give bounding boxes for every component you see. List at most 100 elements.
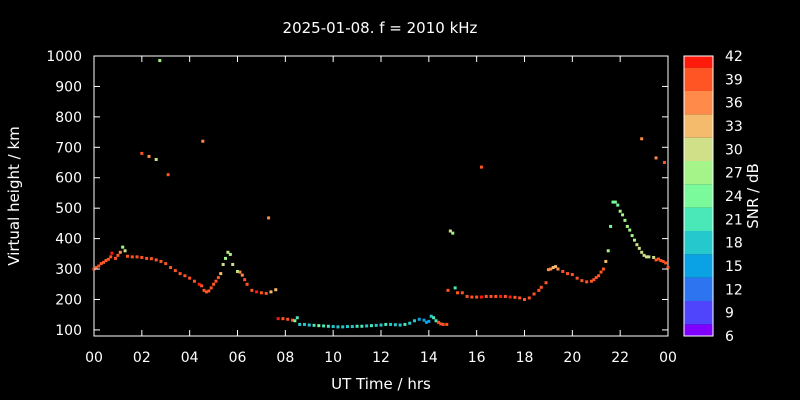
data-point xyxy=(286,317,290,321)
data-point xyxy=(317,324,321,328)
data-point xyxy=(331,325,335,329)
x-tick-label: 00 xyxy=(85,350,103,366)
data-point xyxy=(642,253,646,257)
data-point xyxy=(456,291,460,295)
data-point xyxy=(291,318,295,322)
data-point xyxy=(628,228,632,232)
data-point xyxy=(221,262,225,266)
data-point xyxy=(226,250,230,254)
data-point xyxy=(125,254,129,258)
data-point xyxy=(173,269,177,273)
data-point xyxy=(104,259,108,263)
data-point xyxy=(479,165,483,169)
data-point xyxy=(625,224,629,228)
y-tick-label: 400 xyxy=(55,232,82,248)
plot-area xyxy=(93,55,669,337)
data-point xyxy=(484,294,488,298)
y-tick-label: 700 xyxy=(55,140,82,156)
data-point xyxy=(243,278,247,282)
data-point xyxy=(202,288,206,292)
colorbar-label: SNR / dB xyxy=(744,163,762,229)
data-point xyxy=(475,295,479,299)
colorbar-tick-label: 9 xyxy=(725,306,734,322)
data-point xyxy=(503,294,507,298)
data-point xyxy=(114,256,118,260)
colorbar-tick-label: 36 xyxy=(725,96,743,112)
data-point xyxy=(513,295,517,299)
chart-title: 2025-01-08. f = 2010 kHz xyxy=(283,19,478,37)
data-point xyxy=(135,255,139,259)
x-tick-label: 14 xyxy=(420,350,438,366)
data-point xyxy=(537,288,541,292)
data-point xyxy=(346,325,350,329)
data-point xyxy=(264,291,268,295)
data-point xyxy=(570,273,574,277)
data-point xyxy=(130,255,134,259)
data-point xyxy=(637,246,641,250)
data-point xyxy=(408,321,412,325)
data-point xyxy=(640,137,644,141)
data-point xyxy=(453,286,457,290)
data-point xyxy=(575,276,579,280)
data-point xyxy=(259,291,263,295)
data-point xyxy=(611,200,615,204)
data-point xyxy=(599,270,603,274)
data-point xyxy=(470,295,474,299)
data-point xyxy=(302,322,306,326)
data-point xyxy=(212,282,216,286)
x-tick-label: 08 xyxy=(276,350,294,366)
data-point xyxy=(654,258,658,262)
y-tick-label: 900 xyxy=(55,79,82,95)
data-point xyxy=(106,257,110,261)
data-point xyxy=(154,258,158,262)
data-point xyxy=(158,59,162,63)
data-point xyxy=(666,266,670,270)
data-point xyxy=(374,323,378,327)
colorbar-tick-label: 33 xyxy=(725,119,743,135)
data-point xyxy=(102,260,106,264)
colorbar-tick-label: 18 xyxy=(725,236,743,252)
data-point xyxy=(269,290,273,294)
data-point xyxy=(427,319,431,323)
data-point xyxy=(460,291,464,295)
data-point xyxy=(154,157,158,161)
x-tick-label: 22 xyxy=(611,350,629,366)
data-point xyxy=(355,324,359,328)
data-point xyxy=(644,255,648,259)
y-tick-label: 800 xyxy=(55,110,82,126)
data-point xyxy=(635,243,639,247)
data-point xyxy=(592,278,596,282)
data-point xyxy=(393,323,397,327)
data-point xyxy=(94,266,98,270)
colorbar-tick-label: 6 xyxy=(725,329,734,345)
data-point xyxy=(640,250,644,254)
data-point xyxy=(523,297,526,301)
data-point xyxy=(508,295,512,299)
data-point xyxy=(166,173,170,177)
data-point xyxy=(369,324,373,328)
data-point xyxy=(589,279,593,283)
data-point xyxy=(417,317,421,321)
y-tick-label: 300 xyxy=(55,262,82,278)
colorbar-frame xyxy=(683,55,714,337)
colorbar-tick-label: 12 xyxy=(725,282,743,298)
data-point xyxy=(231,262,235,266)
data-point xyxy=(448,229,452,233)
x-tick-label: 18 xyxy=(516,350,534,366)
data-point xyxy=(656,257,660,261)
data-point xyxy=(434,319,438,323)
data-point xyxy=(250,288,254,292)
x-tick-label: 02 xyxy=(133,350,151,366)
data-point xyxy=(436,320,440,324)
data-point xyxy=(551,266,555,270)
data-point xyxy=(621,213,625,217)
colorbar-swatch xyxy=(684,137,713,161)
data-point xyxy=(192,279,196,283)
data-point xyxy=(479,295,483,299)
colorbar xyxy=(684,56,713,336)
y-tick-label: 200 xyxy=(55,292,82,308)
data-point xyxy=(216,276,220,280)
colorbar-tick-label: 15 xyxy=(725,259,743,275)
data-point xyxy=(183,274,187,278)
data-point xyxy=(219,272,223,276)
